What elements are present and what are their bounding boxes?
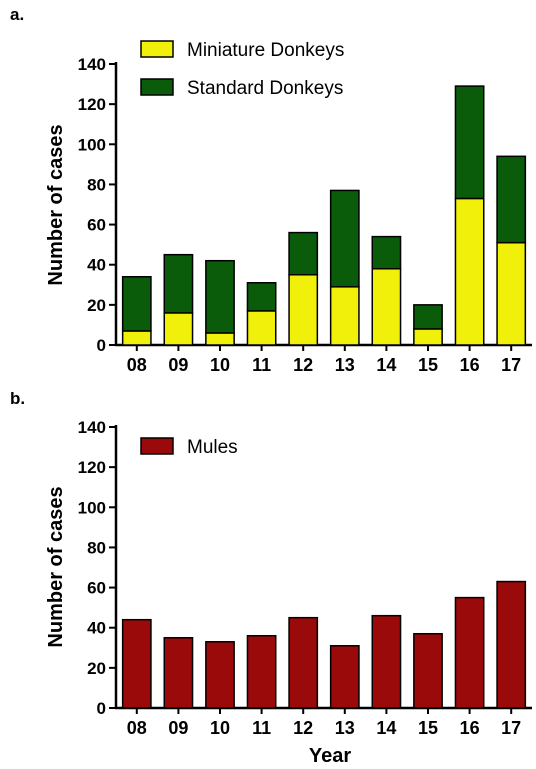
legend-label: Mules (187, 437, 238, 458)
x-tick-label: 10 (210, 355, 230, 375)
x-tick-label: 12 (293, 718, 313, 738)
bar-standard-donkeys-10 (205, 259, 235, 334)
bar-mules-13 (329, 645, 360, 709)
x-tick-label: 13 (335, 718, 355, 738)
bar-miniature-donkeys-09 (163, 312, 194, 346)
bar-mules-14 (371, 614, 402, 709)
bar-mules-16 (454, 596, 485, 709)
legend-a: Miniature Donkeys Standard Donkeys (140, 40, 344, 99)
bars-a (121, 85, 527, 346)
y-tick-label: 80 (87, 538, 106, 557)
bar-miniature-donkeys-10 (205, 332, 235, 346)
x-tick-label: 16 (460, 355, 480, 375)
x-tick-label: 14 (376, 718, 396, 738)
y-tick-label: 40 (87, 619, 106, 638)
y-tick-label: 20 (87, 659, 106, 678)
legend-b: Mules (140, 437, 238, 458)
legend-label: Standard Donkeys (187, 78, 343, 99)
y-tick-label: 60 (87, 216, 106, 235)
legend-swatch (140, 40, 174, 58)
panel-label-a: a. (10, 5, 24, 24)
bar-miniature-donkeys-14 (371, 267, 402, 346)
x-tick-label: 09 (168, 355, 188, 375)
y-tick-label: 40 (87, 256, 106, 275)
y-axis-label-a: Number of cases (45, 124, 67, 285)
axes-a: 0 20 40 60 80 100 120 140 08 09 10 11 12 13 14 15 16 17 (78, 55, 532, 375)
y-tick-label: 140 (78, 55, 106, 74)
x-tick-label: 11 (252, 718, 271, 738)
bar-miniature-donkeys-16 (454, 197, 485, 346)
chart-panel-a: a. Number of cases Miniature Donkeys Stan… (10, 5, 532, 375)
bar-mules-10 (205, 641, 235, 709)
x-tick-label: 11 (252, 355, 271, 375)
bar-mules-15 (413, 632, 443, 709)
x-tick-label: 17 (501, 355, 521, 375)
bar-standard-donkeys-15 (413, 304, 443, 330)
y-tick-label: 120 (78, 95, 106, 114)
y-tick-label: 140 (78, 418, 106, 437)
bar-miniature-donkeys-12 (288, 274, 319, 346)
y-tick-label: 120 (78, 458, 106, 477)
y-tick-label: 80 (87, 175, 106, 194)
bar-standard-donkeys-12 (288, 231, 319, 276)
x-tick-label: 08 (127, 718, 147, 738)
bar-miniature-donkeys-11 (246, 310, 277, 346)
y-tick-label: 20 (87, 296, 106, 315)
legend-swatch (140, 78, 174, 96)
x-tick-label: 16 (460, 718, 480, 738)
y-axis-label-b: Number of cases (45, 486, 67, 647)
y-tick-label: 100 (78, 135, 106, 154)
bar-mules-08 (121, 618, 152, 709)
y-tick-label: 60 (87, 579, 106, 598)
bars-b (121, 580, 527, 709)
bar-standard-donkeys-11 (246, 282, 277, 312)
y-tick-label: 100 (78, 498, 106, 517)
bar-standard-donkeys-09 (163, 253, 194, 314)
legend-swatch (140, 437, 174, 455)
bar-miniature-donkeys-13 (329, 286, 360, 346)
bar-mules-09 (163, 637, 194, 709)
y-tick-label: 0 (97, 336, 106, 355)
x-tick-label: 09 (168, 718, 188, 738)
bar-standard-donkeys-16 (454, 85, 485, 200)
bar-miniature-donkeys-15 (413, 328, 443, 346)
chart-panel-b: b. Number of cases Year Mules 0 20 40 60 80 1… (10, 389, 532, 767)
bar-standard-donkeys-13 (329, 189, 360, 288)
bar-mules-11 (246, 634, 277, 709)
bar-miniature-donkeys-08 (121, 330, 152, 346)
bar-standard-donkeys-17 (496, 155, 527, 244)
x-tick-label: 15 (418, 718, 438, 738)
x-tick-label: 15 (418, 355, 438, 375)
bar-standard-donkeys-14 (371, 235, 402, 270)
x-tick-label: 10 (210, 718, 230, 738)
x-tick-label: 13 (335, 355, 355, 375)
y-tick-label: 0 (97, 699, 106, 718)
x-tick-label: 17 (501, 718, 521, 738)
legend-label: Miniature Donkeys (187, 40, 344, 61)
bar-mules-17 (496, 580, 527, 709)
panel-label-b: b. (10, 389, 25, 408)
x-axis-label-b: Year (309, 745, 351, 767)
x-tick-label: 08 (127, 355, 147, 375)
bar-standard-donkeys-08 (121, 276, 152, 332)
bar-mules-12 (288, 616, 319, 709)
x-tick-label: 14 (376, 355, 396, 375)
x-tick-label: 12 (293, 355, 313, 375)
bar-miniature-donkeys-17 (496, 241, 527, 346)
